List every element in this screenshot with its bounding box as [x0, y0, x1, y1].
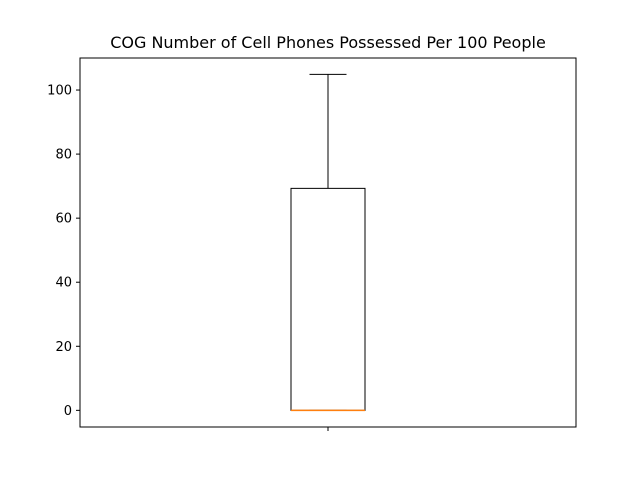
y-tick-label: 80 — [55, 148, 72, 163]
y-tick-label: 60 — [55, 212, 72, 227]
box — [290, 187, 366, 411]
y-axis: 0 20 40 60 80 100 — [47, 84, 80, 419]
y-tick-label: 20 — [55, 340, 72, 355]
plot-area — [290, 73, 366, 412]
y-tick-label: 40 — [55, 276, 72, 291]
y-tick-label: 100 — [47, 84, 72, 99]
y-tick-label: 0 — [64, 404, 72, 419]
chart-title: COG Number of Cell Phones Possessed Per … — [110, 33, 546, 52]
axes-frame — [79, 57, 577, 428]
